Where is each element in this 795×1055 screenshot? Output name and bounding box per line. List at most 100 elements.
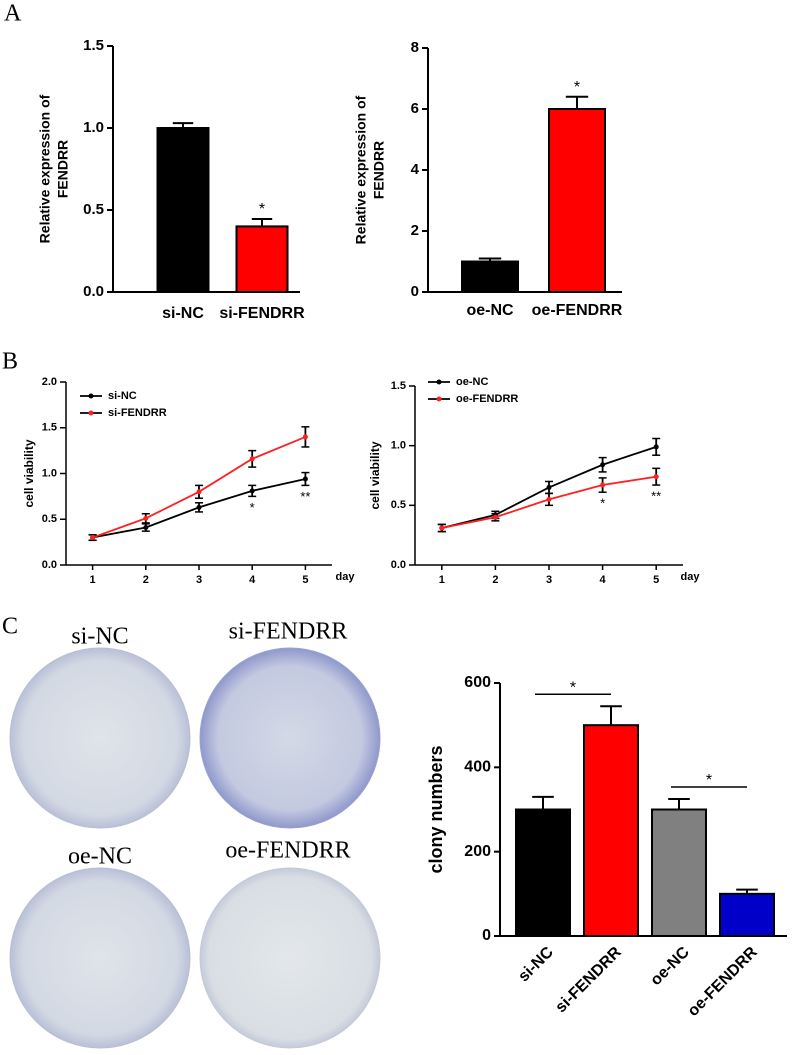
data-point	[653, 444, 659, 450]
significance-label: **	[300, 489, 310, 504]
bar	[548, 108, 606, 293]
bar	[235, 225, 289, 293]
data-point	[653, 474, 659, 480]
bar	[651, 808, 707, 937]
x-tick-label: si-FENDRR	[552, 943, 625, 1016]
legend-label: si-NC	[108, 390, 137, 402]
x-tick-label: oe-FENDRR	[532, 302, 623, 319]
y-tick-label: 0	[411, 283, 419, 300]
y-tick-label: 6	[411, 100, 419, 117]
x-tick-label: 4	[249, 574, 256, 586]
x-tick-label: 3	[546, 574, 552, 586]
bar	[515, 808, 571, 937]
x-tick-label: oe-NC	[466, 302, 514, 319]
plate-label: oe-FENDRR	[225, 838, 350, 864]
plate-label: oe-NC	[68, 844, 132, 870]
data-point	[439, 525, 445, 531]
significance-label: *	[600, 496, 605, 511]
y-tick-label: 4	[411, 161, 420, 178]
y-tick-label: 1.5	[42, 422, 57, 434]
y-tick-label: 0.5	[391, 499, 406, 511]
legend-marker	[436, 379, 442, 385]
data-point	[546, 484, 552, 490]
significance-label: **	[651, 488, 661, 503]
x-tick-label: si-FENDRR	[219, 305, 305, 322]
data-point	[600, 482, 606, 488]
bar	[719, 892, 775, 937]
legend-label: oe-FENDRR	[456, 393, 518, 405]
x-tick-label: 3	[196, 574, 202, 586]
plate-label: si-FENDRR	[229, 619, 348, 645]
x-tick-label: oe-NC	[647, 943, 693, 989]
data-point	[600, 462, 606, 468]
legend-label: oe-NC	[456, 376, 488, 388]
data-point	[249, 488, 255, 494]
plate-image	[199, 867, 381, 1049]
y-axis-label: Relative expression of	[353, 95, 369, 244]
panel-label: A	[4, 1, 22, 27]
data-point	[143, 515, 149, 521]
data-point	[249, 456, 255, 462]
panel-label: C	[2, 614, 18, 640]
significance-label: *	[574, 79, 580, 96]
y-axis-label: cell viability	[368, 441, 382, 509]
plate-image	[9, 647, 191, 829]
y-tick-label: 0.0	[42, 559, 57, 571]
x-tick-label: 1	[90, 574, 96, 586]
y-tick-label: 0.5	[42, 513, 57, 525]
x-tick-label: si-NC	[515, 943, 557, 985]
data-point	[546, 496, 552, 502]
data-point	[302, 476, 308, 482]
y-tick-label: 400	[464, 759, 491, 776]
plate-image	[9, 867, 191, 1049]
y-tick-label: 0.0	[83, 283, 104, 300]
data-point	[143, 524, 149, 530]
data-point	[90, 535, 96, 541]
x-tick-label: oe-FENDRR	[685, 943, 761, 1019]
significance-label: *	[706, 772, 712, 789]
y-axis-label: clony numbers	[426, 745, 446, 873]
significance-label: *	[259, 201, 265, 218]
legend-marker	[88, 393, 94, 399]
x-tick-label: 4	[600, 574, 607, 586]
y-tick-label: 1.5	[83, 37, 104, 54]
bar	[583, 724, 639, 938]
data-point	[196, 489, 202, 495]
y-tick-label: 600	[464, 674, 491, 691]
y-axis-label: cell viability	[22, 439, 36, 507]
x-tick-label: 2	[492, 574, 498, 586]
data-point	[492, 514, 498, 520]
legend-label: si-FENDRR	[108, 407, 167, 419]
significance-label: *	[250, 500, 255, 515]
bar	[461, 260, 519, 293]
y-tick-label: 1.5	[391, 380, 406, 392]
y-axis-label: FENDRR	[371, 141, 387, 199]
y-tick-label: 0	[482, 927, 491, 944]
y-tick-label: 1.0	[83, 119, 104, 136]
x-axis-label: day	[336, 571, 356, 583]
data-point	[196, 504, 202, 510]
legend-marker	[88, 410, 94, 416]
y-tick-label: 2	[411, 222, 419, 239]
x-tick-label: 5	[302, 574, 308, 586]
y-tick-label: 200	[464, 843, 491, 860]
data-point	[302, 434, 308, 440]
plate-image	[199, 647, 381, 829]
x-tick-label: 5	[653, 574, 659, 586]
y-tick-label: 8	[411, 39, 419, 56]
legend-marker	[436, 396, 442, 402]
x-tick-label: si-NC	[162, 305, 204, 322]
y-tick-label: 1.0	[42, 467, 57, 479]
x-tick-label: 2	[143, 574, 149, 586]
y-tick-label: 2.0	[42, 376, 57, 388]
significance-label: *	[570, 679, 576, 696]
y-axis-label: FENDRR	[55, 140, 71, 198]
bar	[156, 127, 210, 293]
x-axis-label: day	[681, 571, 701, 583]
panel-label: B	[2, 349, 18, 375]
y-axis-label: Relative expression of	[37, 94, 53, 243]
y-tick-label: 0.0	[391, 559, 406, 571]
y-tick-label: 1.0	[391, 440, 406, 452]
